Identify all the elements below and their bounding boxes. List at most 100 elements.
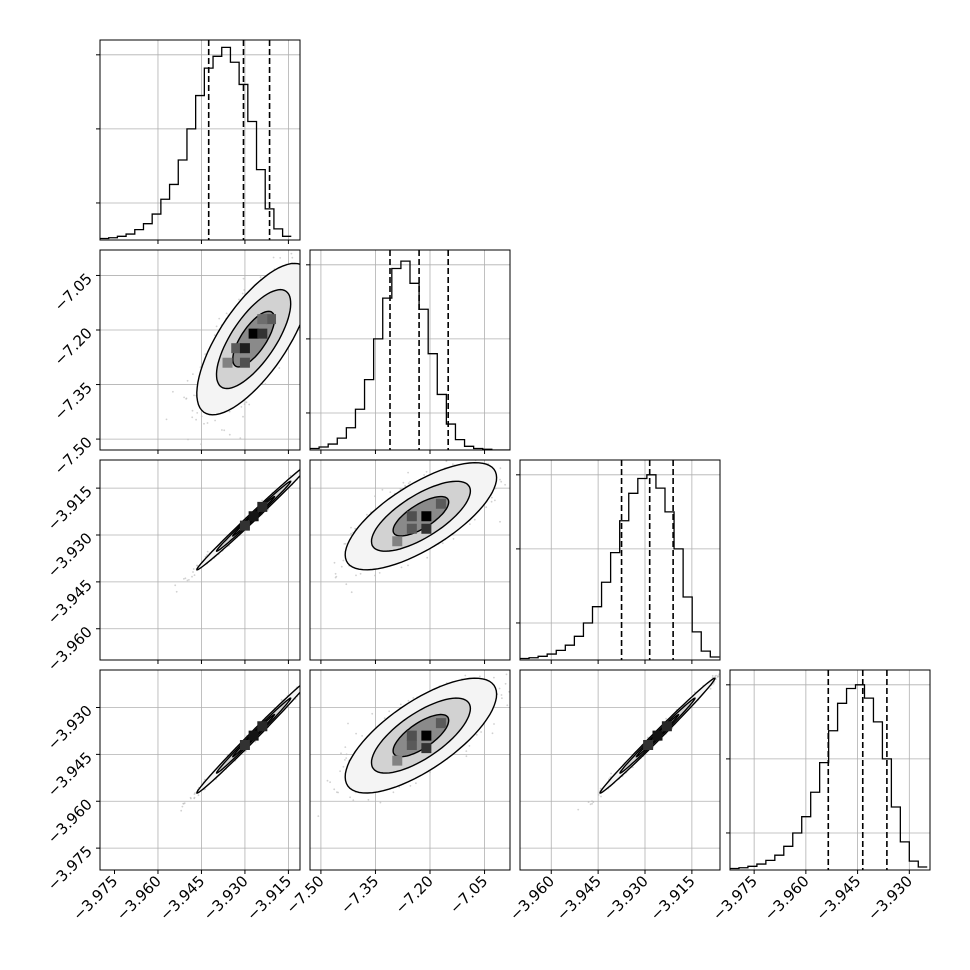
scatter-point: [306, 308, 308, 310]
scatter-point: [318, 455, 320, 457]
scatter-point: [310, 462, 312, 464]
scatter-point: [491, 496, 493, 499]
scatter-point: [305, 292, 307, 294]
scatter-point: [196, 412, 199, 414]
histogram-step: [100, 46, 292, 240]
scatter-point: [409, 481, 411, 483]
scatter-point: [213, 334, 216, 336]
histogram-step: [520, 474, 720, 660]
scatter-point: [301, 274, 303, 276]
scatter-point: [344, 542, 347, 545]
scatter-point: [308, 465, 310, 467]
scatter-point: [221, 429, 223, 431]
scatter-point: [499, 478, 501, 481]
scatter-point: [322, 281, 324, 283]
scatter-point: [452, 538, 455, 540]
scatter-point: [290, 252, 293, 255]
scatter-point: [342, 559, 345, 562]
scatter-point: [303, 469, 305, 471]
scatter-point: [441, 542, 444, 545]
scatter-point: [312, 461, 314, 463]
scatter-point: [303, 469, 305, 471]
panel-frame: [99, 39, 301, 241]
scatter-point: [495, 457, 497, 459]
scatter-point: [289, 474, 292, 477]
scatter-point: [183, 802, 186, 804]
scatter-point: [165, 418, 168, 421]
scatter-point: [302, 303, 304, 305]
scatter-point: [200, 443, 203, 445]
scatter-panel-3-0: −3.930−3.945−3.960−3.975−3.975−3.960−3.9…: [44, 651, 337, 924]
scatter-point: [172, 390, 174, 393]
scatter-point: [335, 651, 337, 653]
scatter-point: [306, 683, 308, 685]
panel-plot-area: [100, 651, 337, 870]
scatter-point: [272, 256, 275, 259]
scatter-point: [197, 794, 200, 797]
scatter-point: [310, 463, 312, 465]
hist2d-bin: [266, 314, 277, 325]
y-tick-label: −3.960: [44, 623, 96, 675]
scatter-point: [279, 257, 282, 259]
scatter-point: [494, 487, 497, 490]
scatter-point: [185, 398, 188, 400]
scatter-point: [425, 470, 428, 473]
scatter-point: [239, 437, 242, 439]
scatter-point: [228, 433, 231, 436]
scatter-point: [261, 499, 263, 502]
scatter-point: [303, 313, 305, 315]
scatter-point: [340, 565, 343, 568]
scatter-point: [552, 462, 554, 464]
scatter-point: [354, 527, 356, 530]
scatter-point: [191, 409, 194, 412]
scatter-point: [301, 470, 303, 472]
scatter-point: [374, 574, 376, 577]
panel-frame: [309, 459, 511, 661]
scatter-point: [452, 463, 454, 465]
scatter-point: [302, 467, 304, 469]
hist2d-bin: [239, 520, 250, 531]
hist2d-bin: [222, 357, 233, 368]
scatter-point: [389, 491, 392, 493]
hist2d-bin: [435, 498, 446, 509]
histogram-panel-1-1: [306, 249, 511, 454]
scatter-point: [187, 438, 189, 441]
scatter-point: [500, 480, 503, 483]
hist2d-bin: [231, 343, 242, 354]
scatter-point: [355, 574, 357, 577]
scatter-point: [490, 500, 493, 503]
scatter-point: [304, 267, 306, 269]
scatter-point: [407, 564, 409, 567]
scatter-point: [374, 495, 376, 498]
hist2d-bin: [406, 511, 417, 522]
y-tick-label: −7.20: [51, 324, 96, 369]
scatter-point: [305, 343, 307, 345]
scatter-point: [193, 793, 196, 795]
scatter-point: [304, 467, 306, 469]
scatter-point: [350, 532, 352, 535]
scatter-point: [343, 543, 346, 545]
scatter-point: [193, 574, 196, 576]
scatter-point: [314, 254, 316, 256]
hist2d-bin: [392, 536, 403, 547]
hist2d-bin: [421, 511, 432, 522]
panel-plot-area: [520, 460, 720, 660]
scatter-point: [291, 256, 294, 259]
scatter-point: [407, 471, 409, 474]
scatter-point: [307, 293, 309, 295]
scatter-point: [191, 416, 194, 419]
y-tick-label: −3.915: [44, 482, 96, 534]
panel-frame: [99, 459, 301, 661]
scatter-point: [334, 576, 337, 579]
scatter-point: [426, 556, 429, 559]
scatter-point: [423, 474, 425, 476]
scatter-point: [303, 686, 305, 688]
scatter-point: [242, 415, 244, 418]
scatter-point: [407, 482, 410, 485]
panel-plot-area: [100, 250, 324, 450]
scatter-panel-1-0: −7.05−7.20−7.35−7.50: [51, 249, 324, 478]
scatter-point: [199, 366, 202, 369]
scatter-point: [302, 685, 304, 687]
scatter-point: [378, 572, 381, 574]
scatter-point: [302, 469, 304, 471]
